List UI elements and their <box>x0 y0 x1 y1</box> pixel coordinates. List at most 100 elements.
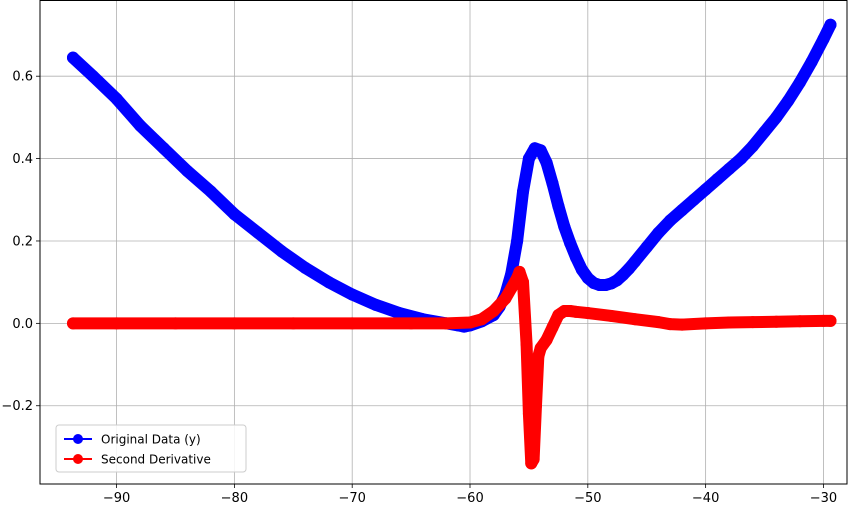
data-point <box>699 317 712 330</box>
data-point <box>527 453 540 466</box>
data-point <box>275 245 288 258</box>
data-point <box>805 55 818 68</box>
legend: Original Data (y) Second Derivative <box>55 424 247 473</box>
data-point <box>499 292 512 305</box>
data-point <box>570 305 583 318</box>
data-point <box>529 399 542 412</box>
y-tick-label: 0.4 <box>12 152 33 167</box>
y-tick-label: 0.0 <box>12 317 33 332</box>
data-point <box>793 76 806 89</box>
data-point <box>517 276 530 289</box>
data-point <box>581 307 594 320</box>
data-point <box>564 237 577 250</box>
y-tick-label: 0.2 <box>12 234 33 249</box>
data-point <box>546 321 559 334</box>
data-point <box>520 337 533 350</box>
data-point <box>299 261 312 274</box>
data-point <box>552 199 565 212</box>
data-point <box>66 51 79 64</box>
data-point <box>228 208 241 221</box>
data-point <box>723 316 736 329</box>
data-point <box>558 220 571 233</box>
data-point <box>540 156 553 169</box>
data-point <box>464 316 477 329</box>
data-point <box>393 307 406 320</box>
data-point <box>110 92 123 105</box>
data-point <box>605 309 618 322</box>
data-point <box>487 305 500 317</box>
data-point <box>770 315 783 328</box>
data-point <box>540 333 553 346</box>
data-point <box>664 318 677 331</box>
data-point <box>546 177 559 190</box>
data-point <box>628 313 641 326</box>
legend-marker <box>73 434 83 444</box>
data-point <box>687 193 700 206</box>
x-tick-label: −70 <box>338 491 365 506</box>
data-point <box>676 204 689 217</box>
axes: −90 −80 −70 −60 −50 −40 −30 −0.2 0.0 0.2 0.4 0.6 <box>1 70 837 506</box>
data-point <box>640 241 653 254</box>
data-point <box>517 185 530 198</box>
data-point <box>110 317 123 330</box>
series-layer <box>66 18 837 470</box>
data-point <box>169 317 182 330</box>
data-point <box>522 407 535 420</box>
data-point <box>676 318 689 331</box>
data-point <box>322 276 335 289</box>
legend-box <box>55 424 247 473</box>
x-tick-label: −80 <box>221 491 248 506</box>
legend-label: Original Data (y) <box>101 433 201 447</box>
data-point <box>723 162 736 175</box>
y-tick-label: 0.6 <box>12 70 33 85</box>
data-point <box>87 70 100 83</box>
data-point <box>251 226 264 239</box>
data-point <box>746 140 759 153</box>
data-point <box>734 152 747 165</box>
x-tick-label: −90 <box>103 491 130 506</box>
data-point <box>346 288 359 301</box>
legend-marker <box>73 454 83 464</box>
data-point <box>346 317 359 330</box>
data-point <box>652 316 665 329</box>
data-point <box>628 255 641 268</box>
legend-label: Second Derivative <box>101 453 211 467</box>
x-tick-label: −60 <box>456 491 483 506</box>
data-point <box>758 125 771 138</box>
data-point <box>157 142 170 155</box>
data-point <box>522 152 535 165</box>
data-point <box>181 164 194 177</box>
data-point <box>534 144 547 157</box>
data-point <box>511 234 524 247</box>
data-point <box>824 314 837 327</box>
data-point <box>711 173 724 186</box>
x-tick-label: −30 <box>810 491 837 506</box>
data-point <box>793 315 806 328</box>
data-point <box>699 183 712 196</box>
data-point <box>440 317 453 330</box>
data-point <box>824 18 837 31</box>
data-point <box>652 226 665 239</box>
data-point <box>746 316 759 329</box>
data-point <box>505 282 518 295</box>
data-point <box>475 313 488 326</box>
x-tick-label: −50 <box>574 491 601 506</box>
x-tick-label: −40 <box>692 491 719 506</box>
data-point <box>204 185 217 198</box>
data-point <box>287 317 300 330</box>
data-point <box>405 317 418 330</box>
data-point <box>228 317 241 330</box>
y-tick-label: −0.2 <box>1 399 33 414</box>
data-point <box>134 119 147 132</box>
data-point <box>782 94 795 107</box>
data-point <box>817 33 830 46</box>
data-point <box>369 298 382 311</box>
data-point <box>770 111 783 124</box>
data-point <box>513 265 526 278</box>
data-point <box>66 317 79 330</box>
data-point <box>570 251 583 264</box>
plot-frame <box>39 0 848 485</box>
data-point <box>664 214 677 227</box>
